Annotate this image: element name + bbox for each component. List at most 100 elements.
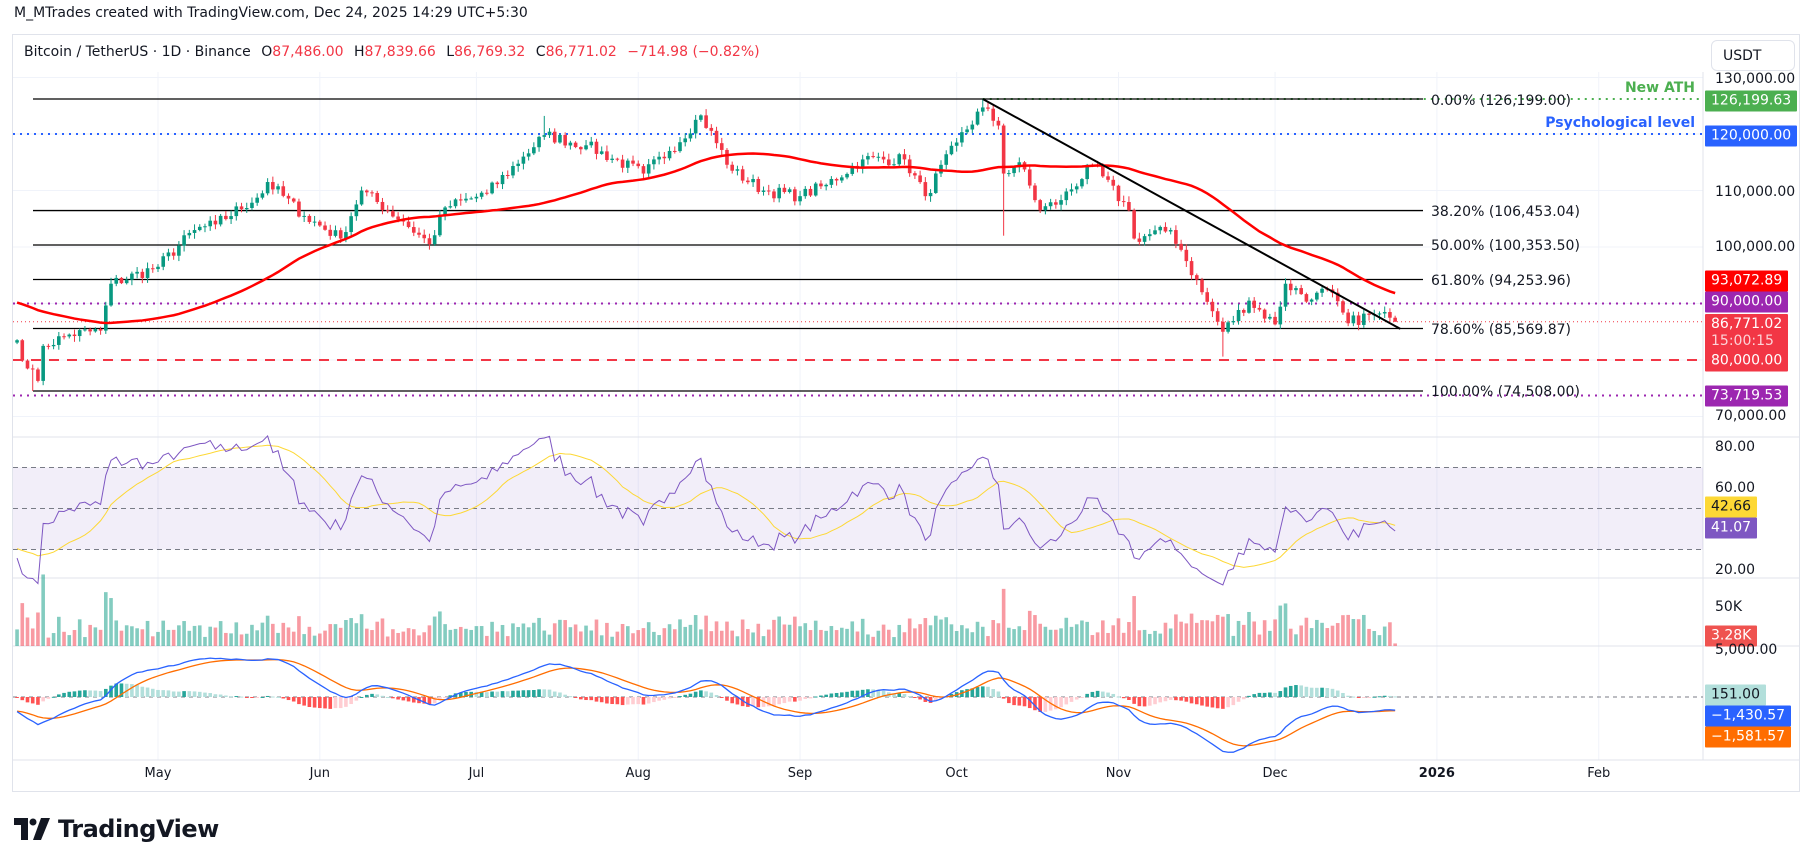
candle-body (1215, 311, 1220, 322)
macd-histogram-bar (307, 697, 312, 707)
candle-body (960, 132, 964, 143)
macd-histogram-bar (552, 691, 557, 697)
macd-histogram-bar (1001, 697, 1006, 699)
volume-bar (479, 626, 484, 646)
candle-body (448, 206, 453, 208)
macd-histogram-bar (490, 691, 494, 697)
symbol-title[interactable]: Bitcoin / TetherUS · 1D · Binance (24, 44, 251, 60)
candle-body (558, 134, 562, 143)
candle-body (479, 192, 484, 197)
macd-histogram-bar (620, 697, 625, 706)
volume-bar (1377, 635, 1382, 646)
candle-body (594, 141, 599, 154)
rsi-ma-badge: 42.66 (1705, 496, 1758, 518)
candle-body (709, 127, 714, 131)
candle-body (485, 192, 489, 194)
macd-histogram-bar (646, 697, 651, 704)
volume-bar (51, 633, 56, 646)
volume-bar (652, 631, 656, 646)
volume-bar (25, 617, 30, 646)
candle-body (991, 108, 995, 121)
macd-histogram-bar (793, 697, 797, 702)
candle-body (1335, 292, 1340, 302)
volume-bar (1362, 614, 1366, 646)
candle-body (641, 166, 646, 174)
volume-bar (1288, 628, 1293, 646)
volume-bar (250, 624, 254, 646)
candle-body (568, 142, 573, 146)
macd-histogram-bar (135, 684, 139, 697)
candle-body (375, 192, 380, 202)
macd-histogram-bar (787, 697, 792, 702)
candle-body (913, 173, 917, 176)
macd-histogram-bar (302, 697, 306, 706)
volume-bar (213, 627, 218, 646)
candle-body (135, 271, 139, 274)
macd-histogram-bar (631, 697, 635, 705)
macd-histogram-bar (203, 692, 207, 697)
macd-histogram-bar (740, 697, 745, 707)
volume-bar (1043, 626, 1048, 646)
macd-histogram-bar (678, 696, 682, 698)
volume-bar (1294, 634, 1298, 646)
volume-bar (401, 631, 406, 646)
volume-bar (62, 631, 66, 646)
candle-body (667, 150, 672, 159)
macd-histogram-bar (1304, 686, 1309, 697)
macd-histogram-bar (1335, 690, 1340, 697)
macd-histogram-bar (130, 684, 134, 697)
candle-body (954, 142, 959, 146)
macd-histogram-bar (605, 697, 609, 704)
currency-button[interactable]: USDT (1711, 40, 1795, 71)
volume-bar (730, 630, 734, 646)
volume-bar (1080, 620, 1084, 646)
candle-body (1273, 316, 1277, 325)
candle-body (260, 193, 265, 198)
volume-bar (41, 574, 45, 646)
volume-bar (244, 633, 249, 646)
candle-body (887, 159, 891, 166)
candle-body (1043, 206, 1048, 211)
candle-body (1257, 307, 1262, 310)
candle-body (516, 163, 520, 167)
macd-histogram-bar (177, 691, 181, 697)
macd-histogram-bar (626, 697, 630, 705)
candle-body (813, 183, 818, 196)
macd-histogram-bar (563, 694, 567, 697)
volume-bar (986, 636, 990, 646)
volume-bar (46, 637, 51, 646)
candle-body (62, 336, 66, 338)
ohlc-high: H87,839.66 (354, 44, 436, 60)
volume-bar (1388, 622, 1392, 646)
candle-body (213, 220, 218, 225)
macd-histogram-bar (803, 697, 808, 700)
macd-histogram-bar (239, 696, 244, 698)
candle-body (197, 226, 202, 231)
macd-histogram-bar (166, 690, 171, 697)
candle-body (714, 130, 719, 144)
volume-bar (913, 628, 917, 646)
candle-body (46, 345, 51, 347)
candle-body (975, 111, 980, 125)
candle-body (156, 266, 160, 270)
candle-body (20, 340, 25, 361)
candle-body (662, 156, 667, 159)
candle-body (897, 154, 902, 165)
macd-histogram-bar (819, 695, 823, 697)
macd-histogram-bar (505, 691, 510, 697)
candle-body (1017, 162, 1022, 168)
volume-bar (532, 622, 536, 646)
macd-histogram-bar (1137, 697, 1142, 707)
rsi-value-badge: 41.07 (1705, 517, 1758, 539)
volume-bar (688, 624, 693, 646)
candle-body (244, 208, 249, 210)
volume-bar (829, 626, 834, 646)
candle-body (1027, 169, 1032, 186)
price-tick: 130,000.00 (1715, 71, 1796, 87)
candle-body (1012, 167, 1016, 174)
tradingview-logo[interactable]: TradingView (14, 815, 219, 843)
macd-histogram-bar (876, 689, 881, 697)
macd-histogram-bar (83, 690, 87, 697)
volume-bar (709, 631, 714, 646)
